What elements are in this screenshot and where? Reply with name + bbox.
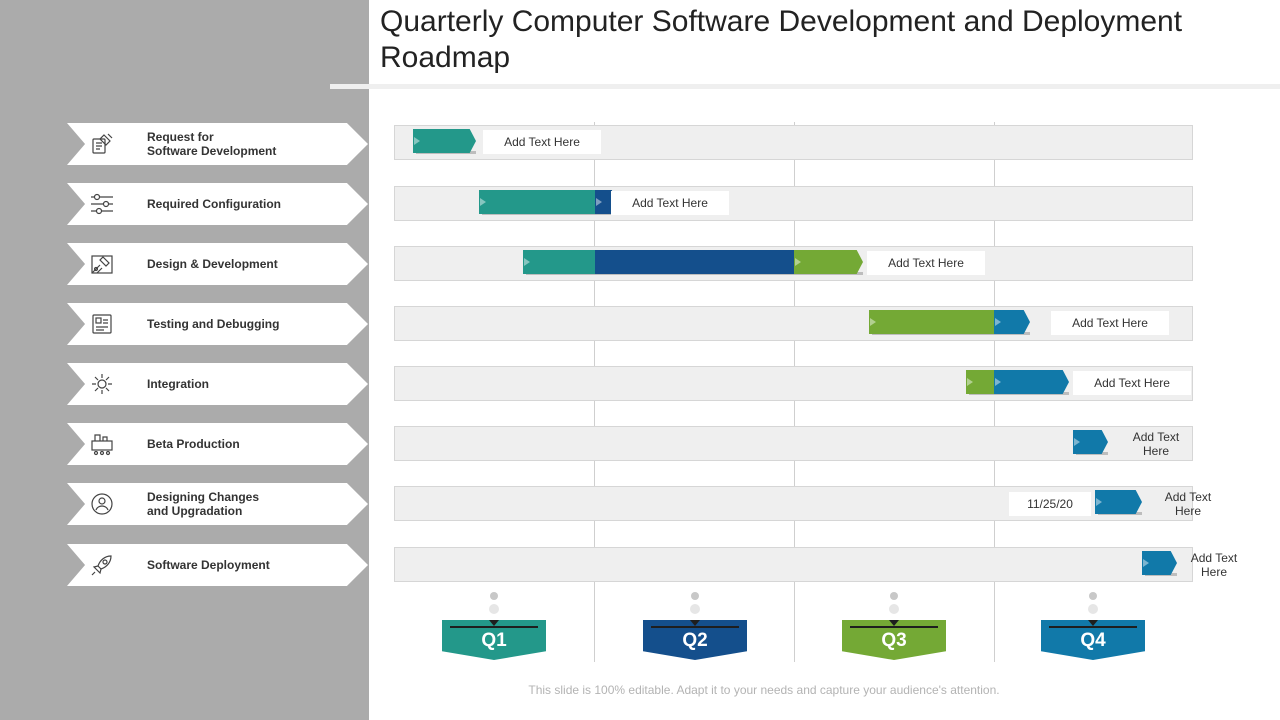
task-integration[interactable]: Integration [67, 363, 368, 405]
user-cycle-icon [89, 491, 115, 517]
note-row-6[interactable]: Add Text Here [1132, 430, 1180, 458]
track-row-6 [394, 426, 1193, 461]
bar-notch [480, 198, 486, 206]
task-configuration[interactable]: Required Configuration [67, 183, 368, 225]
quarter-badge-q2: Q2 [643, 620, 747, 660]
request-icon [89, 131, 115, 157]
bar-green [794, 250, 850, 274]
bar-blue [1095, 490, 1129, 514]
task-label-integration: Integration [147, 377, 209, 391]
bar-teal [479, 190, 595, 214]
sliders-icon [89, 191, 115, 217]
quarter-badge-q3: Q3 [842, 620, 946, 660]
task-design[interactable]: Design & Development [67, 243, 368, 285]
bar-blue [994, 370, 1056, 394]
bar-notch [995, 318, 1001, 326]
bar-tip-blue [1055, 370, 1069, 394]
quarter-badge-q1: Q1 [442, 620, 546, 660]
title-divider [330, 84, 1280, 89]
task-label-request: Request for Software Development [147, 130, 277, 158]
quarter-dot [690, 604, 700, 614]
note-row-1[interactable]: Add Text Here [483, 130, 601, 154]
quarter-label: Q1 [481, 630, 507, 651]
quarter-dot [489, 604, 499, 614]
bar-notch [596, 198, 602, 206]
task-label-testing: Testing and Debugging [147, 317, 280, 331]
bar-notch [967, 378, 973, 386]
bar-blue [994, 310, 1017, 334]
note-row-4[interactable]: Add Text Here [1051, 311, 1169, 335]
note-row-2[interactable]: Add Text Here [611, 191, 729, 215]
bar-notch [1074, 438, 1080, 446]
quarter-dot [890, 592, 898, 600]
quarter-label: Q4 [1080, 630, 1106, 651]
bar-green [869, 310, 994, 334]
note-row-5[interactable]: Add Text Here [1073, 371, 1191, 395]
bar-teal [523, 250, 595, 274]
bar-notch [524, 258, 530, 266]
bar-tip-blue [1094, 430, 1108, 454]
slide-title: Quarterly Computer Software Development … [380, 5, 1183, 74]
task-upgradation[interactable]: Designing Changes and Upgradation [67, 483, 368, 525]
bar-blue [1073, 430, 1095, 454]
bar-navy [595, 250, 794, 274]
task-label-deployment: Software Deployment [147, 558, 270, 572]
note-row-3[interactable]: Add Text Here [867, 251, 985, 275]
note-row-7[interactable]: Add Text Here [1164, 490, 1212, 518]
task-label-configuration: Required Configuration [147, 197, 281, 211]
footer-caption: This slide is 100% editable. Adapt it to… [528, 683, 1000, 697]
bar-tip-blue [1016, 310, 1030, 334]
bar-tip-blue [1163, 551, 1177, 575]
bar-tip-teal [462, 129, 476, 153]
bar-green [966, 370, 994, 394]
design-icon [89, 251, 115, 277]
quarter-dot [889, 604, 899, 614]
track-row-8 [394, 547, 1193, 582]
bar-navy [595, 190, 605, 214]
task-label-design: Design & Development [147, 257, 278, 271]
gear-icon [89, 371, 115, 397]
date-label-row-7[interactable]: 11/25/20 [1009, 492, 1091, 516]
bar-blue [1142, 551, 1164, 575]
bar-notch [1096, 498, 1102, 506]
factory-icon [89, 431, 115, 457]
note-row-8[interactable]: Add Text Here [1190, 551, 1238, 579]
testing-icon [89, 311, 115, 337]
bar-tip-blue [1128, 490, 1142, 514]
quarter-dot [490, 592, 498, 600]
quarter-dot [1088, 604, 1098, 614]
task-request[interactable]: Request for Software Development [67, 123, 368, 165]
bar-notch [414, 137, 420, 145]
quarter-dot [691, 592, 699, 600]
task-testing[interactable]: Testing and Debugging [67, 303, 368, 345]
quarter-label: Q3 [881, 630, 907, 651]
bar-tip-green [849, 250, 863, 274]
quarter-label: Q2 [682, 630, 708, 651]
task-label-upgradation: Designing Changes and Upgradation [147, 490, 260, 518]
quarter-dot [1089, 592, 1097, 600]
bar-teal [413, 129, 463, 153]
quarter-badge-q4: Q4 [1041, 620, 1145, 660]
task-deployment[interactable]: Software Deployment [67, 544, 368, 586]
bar-notch [870, 318, 876, 326]
bar-notch [995, 378, 1001, 386]
task-beta[interactable]: Beta Production [67, 423, 368, 465]
left-panel [0, 0, 369, 720]
bar-notch [1143, 559, 1149, 567]
bar-notch [795, 258, 801, 266]
rocket-icon [89, 552, 115, 578]
task-label-beta: Beta Production [147, 437, 240, 451]
